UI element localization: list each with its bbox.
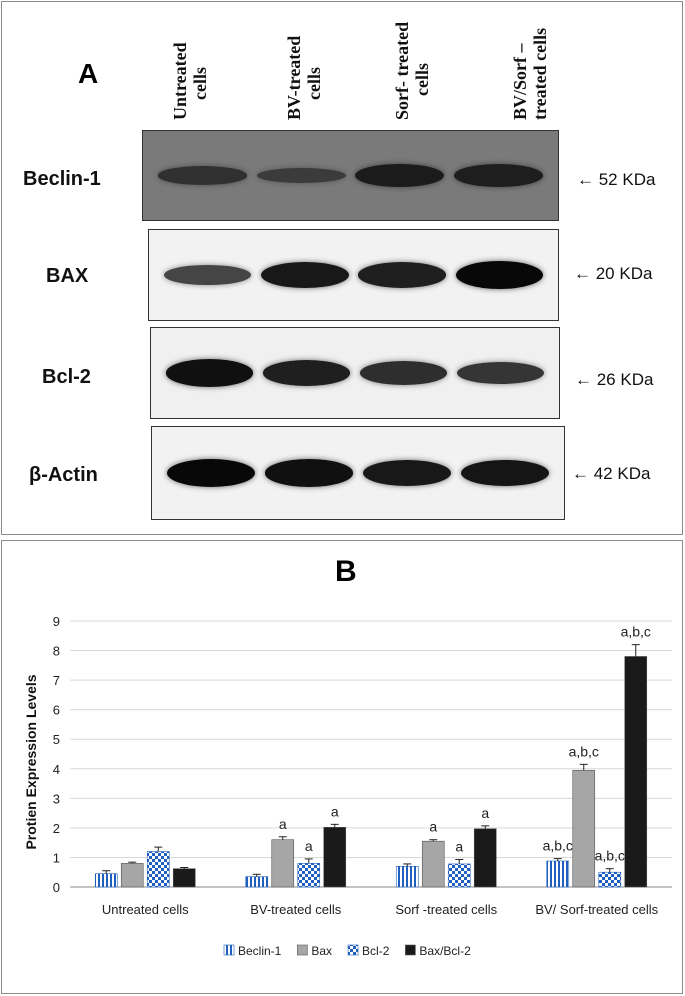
bar <box>297 863 321 888</box>
lane-label-line2: treated cells <box>530 27 550 120</box>
mw-label-beclin: ← 52 KDa <box>577 170 656 189</box>
category-label: Untreated cells <box>102 902 189 917</box>
blot-band <box>157 166 247 185</box>
blot-band <box>359 361 448 385</box>
bar <box>624 656 648 888</box>
bar <box>473 828 497 888</box>
panel-a-letter: A <box>78 58 99 89</box>
protein-label-bax: BAX <box>46 265 89 287</box>
mw-label-bcl2: ← 26 KDa <box>575 370 654 389</box>
significance-label: a,b,c <box>621 624 651 640</box>
significance-label: a,b,c <box>543 838 573 854</box>
blot-band <box>264 459 354 487</box>
legend-label: Bcl-2 <box>362 944 390 958</box>
lane-label-sorf: Sorf- treated cells <box>392 22 432 120</box>
significance-label: a <box>429 819 437 835</box>
legend-swatch <box>223 944 235 956</box>
bar <box>546 860 570 888</box>
protein-label-bcl2: Bcl-2 <box>42 366 91 388</box>
bar <box>94 873 118 888</box>
blot-band <box>456 361 545 385</box>
blot-beta-actin <box>151 426 565 520</box>
bar <box>572 769 596 888</box>
blot-band <box>355 163 445 188</box>
blot-band <box>454 164 544 187</box>
blot-band <box>362 459 452 487</box>
y-tick-label: 5 <box>53 732 60 747</box>
legend-label: Bax/Bcl-2 <box>419 944 471 958</box>
y-tick-label: 6 <box>53 703 60 718</box>
blot-band <box>165 359 254 387</box>
blot-bcl-2 <box>150 327 560 419</box>
y-axis-label: Protien Expression Levels <box>23 674 39 849</box>
blot-band <box>460 459 550 487</box>
y-tick-label: 7 <box>53 673 60 688</box>
lane-label-line1: Untreated <box>170 42 190 120</box>
lane-label-bv: BV-treated cells <box>284 36 324 120</box>
bar <box>146 851 170 888</box>
blot-beclin-1 <box>142 130 559 221</box>
bar-chart-panel: B 0 1 2 3 4 5 6 7 8 9 Protien Expression Levels Unt… <box>1 540 683 994</box>
protein-label-actin: β-Actin <box>29 464 98 486</box>
legend-swatch <box>347 944 359 956</box>
mw-label-actin: ← 42 KDa <box>572 464 651 483</box>
lane-label-line1: BV/Sorf – <box>510 43 530 121</box>
bar <box>172 868 196 888</box>
significance-label: a,b,c <box>569 743 599 759</box>
protein-expression-chart: 0 1 2 3 4 5 6 7 8 9 Protien Expression Levels Untre… <box>23 614 672 958</box>
legend-label: Bax <box>311 944 332 958</box>
blot-band <box>358 262 446 288</box>
y-tick-label: 2 <box>53 821 60 836</box>
blot-band <box>262 360 351 386</box>
significance-label: a <box>455 839 463 855</box>
blot-band <box>166 459 256 487</box>
significance-label: a,b,c <box>595 848 625 864</box>
y-tick-label: 1 <box>53 850 60 865</box>
category-label: Sorf -treated cells <box>395 902 497 917</box>
lane-label-untreated: Untreated cells <box>170 42 210 120</box>
bar <box>120 863 144 888</box>
mw-label-bax: ← 20 KDa <box>574 264 653 283</box>
panel-b-letter: B <box>335 555 357 588</box>
y-tick-label: 4 <box>53 762 60 777</box>
blot-band <box>455 261 544 289</box>
lane-label-line2: cells <box>190 67 210 100</box>
legend-swatch <box>405 944 416 956</box>
bar <box>598 871 622 888</box>
lane-label-bv-sorf: BV/Sorf – treated cells <box>510 28 550 120</box>
bar <box>323 826 347 888</box>
significance-label: a <box>331 803 339 819</box>
legend-swatch <box>297 944 308 956</box>
y-tick-label: 0 <box>53 880 60 895</box>
western-blot-panel: A Untreated cells BV-treated cells Sorf-… <box>1 1 683 535</box>
y-tick-label: 8 <box>53 644 60 659</box>
lane-label-line1: BV-treated <box>284 35 304 120</box>
significance-label: a <box>305 838 313 854</box>
bar <box>395 866 419 888</box>
blot-band <box>163 264 252 286</box>
y-tick-label: 9 <box>53 614 60 629</box>
bar <box>271 839 295 888</box>
blot-band <box>261 261 349 289</box>
protein-label-beclin: Beclin-1 <box>23 168 101 190</box>
bar <box>447 863 471 888</box>
legend-label: Beclin-1 <box>238 944 282 958</box>
significance-label: a <box>481 805 489 821</box>
blot-band <box>256 167 346 184</box>
lane-label-line2: cells <box>412 63 432 96</box>
lane-label-line2: cells <box>304 67 324 100</box>
bar <box>421 840 445 888</box>
significance-label: a <box>279 816 287 832</box>
y-tick-label: 3 <box>53 791 60 806</box>
category-label: BV/ Sorf-treated cells <box>535 902 658 917</box>
category-label: BV-treated cells <box>250 902 342 917</box>
blot-bax <box>148 229 559 321</box>
lane-label-line1: Sorf- treated <box>392 21 412 120</box>
bar <box>245 876 269 888</box>
